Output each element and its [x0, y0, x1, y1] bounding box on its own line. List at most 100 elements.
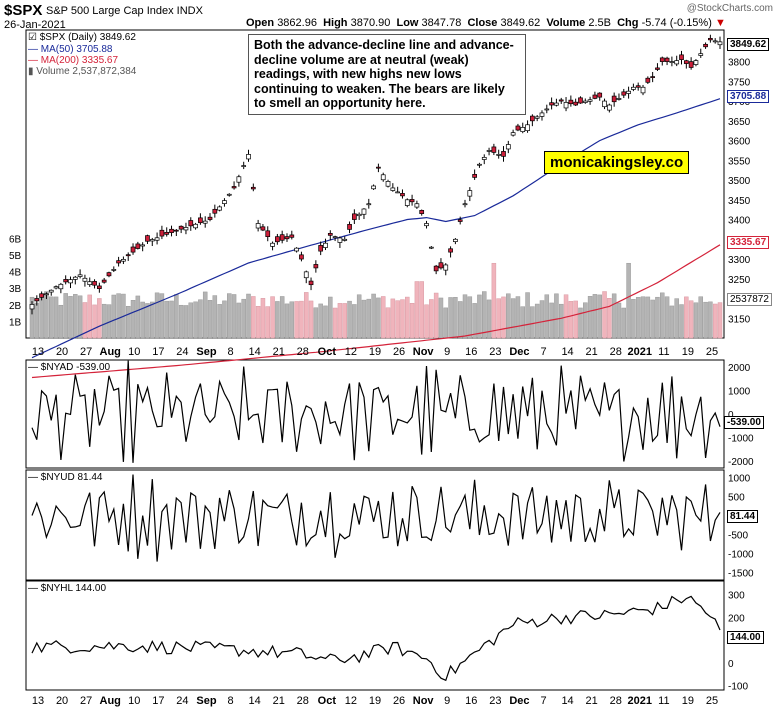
volume-bar	[664, 296, 670, 339]
close-label: Close	[467, 17, 498, 29]
volume-bar	[611, 293, 617, 339]
x-label-bottom: 14	[249, 695, 261, 707]
legend-check-icon: ☑	[28, 32, 37, 43]
volume-bar	[544, 294, 550, 339]
candle-body	[486, 150, 492, 152]
price-tick-label: 3400	[728, 216, 751, 227]
candle-body	[82, 277, 88, 282]
x-label-top: 10	[128, 346, 140, 358]
candle-body	[159, 229, 165, 237]
candle-body	[48, 289, 54, 293]
x-label-top: 11	[658, 346, 669, 358]
candle-body	[520, 127, 526, 132]
volume-bar	[159, 293, 165, 339]
x-label-bottom: 8	[228, 695, 234, 707]
x-label-top: 28	[610, 346, 622, 358]
volume-bar	[462, 294, 468, 339]
candle-body	[472, 174, 477, 178]
x-label-bottom: 11	[658, 695, 669, 707]
volume-bar	[645, 296, 651, 339]
candle-body	[683, 60, 689, 64]
volume-bar	[87, 294, 92, 339]
candle-body	[207, 216, 213, 220]
volume-bar	[198, 299, 203, 339]
volume-bar	[515, 296, 521, 339]
nyad-tick-label: -2000	[728, 457, 754, 468]
volume-bar	[684, 296, 689, 339]
volume-bar	[568, 301, 574, 339]
volume-bar	[429, 299, 434, 339]
high-value: 3870.90	[350, 17, 391, 29]
candle-body	[534, 116, 540, 119]
volume-label: Volume	[546, 17, 586, 29]
candle-body	[371, 185, 376, 190]
candle-body	[318, 245, 324, 252]
volume-bar	[409, 302, 415, 339]
nyad-label-text: $NYAD -539.00	[40, 362, 111, 373]
credit-text: @StockCharts.com	[686, 3, 773, 14]
candle-body	[303, 271, 309, 279]
volume-bar	[472, 303, 477, 339]
candle-body	[39, 293, 44, 298]
volume-bar	[592, 294, 598, 339]
candle-body	[385, 181, 391, 187]
volume-bar	[246, 293, 251, 339]
candle-body	[332, 236, 338, 238]
nyad-tick-label: 0	[728, 410, 734, 421]
legend-volume-text: Volume 2,537,872,384	[36, 66, 137, 77]
volume-bar	[188, 302, 194, 339]
legend-ma200: — MA(200) 3335.67	[28, 55, 119, 66]
nyad-panel-frame	[25, 359, 725, 469]
candle-body	[140, 244, 146, 247]
x-label-bottom: 21	[586, 695, 598, 707]
volume-bar	[356, 294, 362, 339]
candle-body	[217, 206, 222, 211]
nyhl-tag: 144.00	[727, 631, 764, 644]
candle-body	[77, 274, 83, 277]
candle-body	[58, 283, 64, 290]
x-label-bottom: 23	[489, 695, 501, 707]
volume-bar	[101, 303, 107, 339]
legend-price: ☑ $SPX (Daily) 3849.62	[28, 32, 136, 43]
candle-body	[198, 217, 203, 224]
candle-body	[313, 264, 319, 269]
volume-bar	[164, 300, 169, 339]
price-tick-label: 3500	[728, 176, 751, 187]
volume-bar	[688, 300, 694, 339]
candle-body	[188, 220, 194, 227]
volume-bar	[400, 299, 405, 339]
volume-bar	[621, 307, 627, 339]
candle-body	[693, 60, 699, 65]
nyad-tick-label: -1000	[728, 433, 754, 444]
candle-body	[501, 151, 506, 157]
volume-bar	[299, 300, 304, 339]
down-arrow-icon: ▼	[714, 17, 726, 29]
x-label-top: Sep	[196, 346, 216, 358]
candle-body	[409, 199, 415, 203]
candle-body	[101, 279, 107, 283]
volume-bar	[207, 300, 213, 339]
candle-body	[621, 91, 627, 96]
candle-body	[154, 237, 160, 241]
nyud-tag: 81.44	[727, 510, 759, 523]
volume-bar	[193, 301, 198, 339]
legend-ma50-text: MA(50) 3705.88	[40, 44, 113, 55]
candle-body	[376, 166, 381, 169]
candle-body	[631, 86, 636, 90]
volume-bar	[703, 301, 708, 339]
volume-bar	[284, 303, 290, 339]
candle-body	[597, 92, 603, 98]
candle-body	[270, 242, 275, 247]
x-label-bottom: 19	[682, 695, 694, 707]
candle-body	[308, 280, 314, 286]
volume-bar	[525, 292, 530, 339]
volume-bar	[655, 296, 660, 339]
candle-body	[602, 100, 607, 108]
candle-body	[606, 104, 612, 111]
candle-body	[563, 102, 569, 109]
volume-bar	[453, 297, 458, 339]
x-label-top: Dec	[509, 346, 529, 358]
x-label-bottom: 28	[297, 695, 309, 707]
volume-bar	[554, 293, 559, 339]
nyad-tick-label: 2000	[728, 363, 751, 374]
